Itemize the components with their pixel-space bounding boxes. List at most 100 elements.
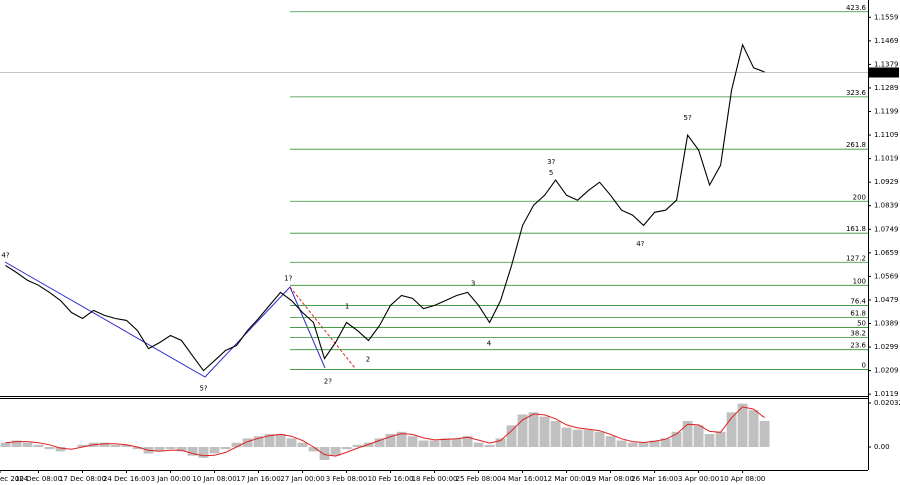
osc-bar <box>319 447 330 461</box>
wave-label: 3? <box>547 158 555 166</box>
y-tick-label: 1.0929 <box>874 178 899 186</box>
osc-bar <box>495 438 506 448</box>
osc-bar <box>693 425 704 448</box>
osc-bar <box>242 438 253 448</box>
wave-label: 4? <box>1 251 9 259</box>
osc-bar <box>418 440 429 448</box>
x-tick-label: 12 Mar 00:00 <box>543 475 590 483</box>
osc-bar <box>275 434 286 448</box>
fib-level-label: 76.4 <box>850 297 866 305</box>
y-tick-label: 1.0119 <box>874 390 899 398</box>
osc-bar <box>759 420 770 448</box>
osc-bar <box>253 436 264 448</box>
osc-bar <box>484 444 495 448</box>
x-tick-label: 10 Feb 16:00 <box>368 475 414 483</box>
osc-signal-line <box>5 406 765 457</box>
x-tick-label: 10 Dec 08:00 <box>15 475 62 483</box>
x-tick-label: 17 Dec 08:00 <box>59 475 106 483</box>
wave-label: 2? <box>324 378 332 386</box>
wave-label: 5? <box>683 114 691 122</box>
osc-bar <box>616 440 627 448</box>
wave-label: 4 <box>487 340 492 348</box>
osc-y-tick-label: 0.00 <box>874 443 890 451</box>
y-tick-label: 1.0569 <box>874 272 899 280</box>
y-tick-label: 1.0839 <box>874 202 899 210</box>
osc-bar <box>165 447 176 450</box>
fib-level-label: 261.8 <box>846 141 866 149</box>
wave-label: 4? <box>636 240 644 248</box>
osc-bar <box>605 436 616 448</box>
x-tick-label: 19 Mar 08:00 <box>587 475 634 483</box>
x-tick-label: 25 Feb 08:00 <box>456 475 502 483</box>
wave-label: 5? <box>199 385 207 393</box>
osc-bar <box>176 447 187 452</box>
osc-bar <box>77 444 88 448</box>
x-tick-label: 18 Feb 00:00 <box>412 475 458 483</box>
osc-bar <box>572 429 583 448</box>
current-price-box <box>869 67 899 78</box>
wave-label: 3 <box>471 279 475 287</box>
fib-level-label: 50 <box>857 319 866 327</box>
osc-bar <box>407 436 418 448</box>
osc-bar <box>352 444 363 448</box>
fib-level-label: 38.2 <box>850 330 866 338</box>
osc-bar <box>11 440 22 448</box>
wave-label: 1 <box>345 302 349 310</box>
osc-bar <box>121 444 132 448</box>
osc-bar <box>517 414 528 448</box>
osc-bar <box>385 434 396 448</box>
osc-bar <box>264 434 275 448</box>
osc-bar <box>506 425 517 448</box>
fib-level-label: 200 <box>853 193 866 201</box>
osc-bar <box>297 442 308 448</box>
osc-bar <box>231 442 242 448</box>
osc-bar <box>308 447 319 452</box>
osc-bar <box>638 442 649 448</box>
x-tick-label: 24 Dec 16:00 <box>103 475 150 483</box>
osc-bar <box>154 447 165 452</box>
osc-y-tick-label: 0.02032 <box>874 399 900 407</box>
y-tick-label: 1.1559 <box>874 13 899 21</box>
osc-bar <box>330 447 341 456</box>
fib-level-label: 23.6 <box>850 342 866 350</box>
osc-bar <box>671 431 682 448</box>
wave-label: 1? <box>284 274 292 282</box>
osc-bar <box>473 442 484 448</box>
osc-bar <box>539 416 550 448</box>
y-tick-label: 1.1289 <box>874 84 899 92</box>
osc-bar <box>451 438 462 448</box>
osc-bar <box>704 434 715 448</box>
fib-level-label: 161.8 <box>846 225 866 233</box>
osc-bar <box>440 438 451 448</box>
osc-bar <box>748 410 759 448</box>
fib-level-label: 61.8 <box>850 309 866 317</box>
osc-bar <box>462 436 473 448</box>
osc-bar <box>55 447 66 452</box>
osc-bar <box>44 447 55 450</box>
y-tick-label: 1.0209 <box>874 367 899 375</box>
x-tick-label: 10 Apr 08:00 <box>720 475 766 483</box>
osc-bar <box>341 447 352 450</box>
osc-bar <box>396 431 407 448</box>
osc-bar <box>649 440 660 448</box>
wave-label: 5 <box>549 169 553 177</box>
osc-bar <box>715 431 726 448</box>
osc-bar <box>627 442 638 448</box>
y-tick-label: 1.1109 <box>874 131 899 139</box>
y-tick-label: 1.1379 <box>874 60 899 68</box>
osc-bar <box>33 444 44 448</box>
osc-bar <box>583 429 594 448</box>
osc-bar <box>0 442 11 448</box>
y-tick-label: 1.1019 <box>874 155 899 163</box>
fib-level-label: 127.2 <box>846 254 866 262</box>
x-tick-label: 3 Jan 00:00 <box>151 475 191 483</box>
x-tick-label: ec 2024 <box>0 475 29 483</box>
y-tick-label: 1.0299 <box>874 343 899 351</box>
fib-level-label: 323.6 <box>846 89 867 97</box>
wave-label: 2 <box>366 356 370 364</box>
x-tick-label: 10 Jan 08:00 <box>192 475 236 483</box>
y-tick-label: 1.0389 <box>874 320 899 328</box>
osc-bar <box>682 420 693 448</box>
